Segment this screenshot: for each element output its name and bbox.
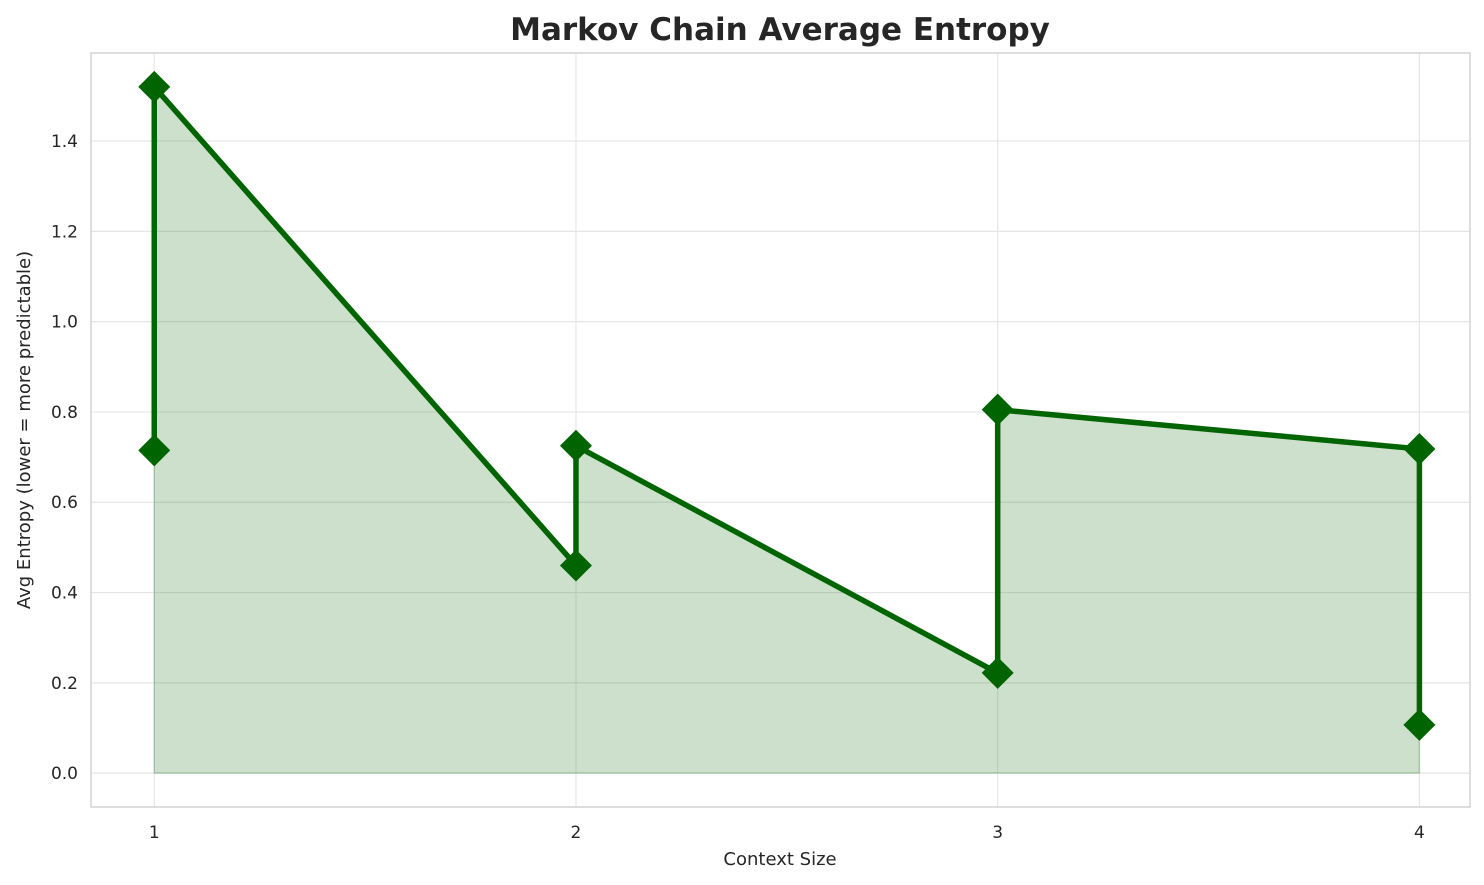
y-axis-ticks: 0.0 0.2 0.4 0.6 0.8 1.0 1.2 1.4 (51, 132, 78, 784)
markers (138, 70, 1436, 741)
data-point-marker (1403, 708, 1436, 741)
y-tick-label: 0.2 (51, 674, 78, 694)
y-tick-label: 1.2 (51, 222, 78, 242)
data-point-marker (559, 549, 592, 582)
x-tick-label: 1 (149, 823, 160, 843)
y-tick-label: 0.4 (51, 584, 78, 604)
data-point-marker (981, 393, 1014, 426)
series-line (151, 84, 1423, 725)
y-tick-label: 0.0 (51, 764, 78, 784)
x-axis-label: Context Size (723, 849, 836, 870)
y-axis-label: Avg Entropy (lower = more predictable) (14, 251, 35, 609)
x-tick-label: 4 (1414, 823, 1425, 843)
data-point-marker (138, 70, 171, 103)
plot-area (90, 52, 1471, 808)
chart-title: Markov Chain Average Entropy (510, 12, 1050, 48)
plot-frame (90, 52, 1471, 808)
y-tick-label: 1.0 (51, 313, 78, 333)
y-tick-label: 0.6 (51, 493, 78, 513)
data-point-marker (559, 429, 592, 462)
area-fill (154, 86, 1420, 774)
y-tick-label: 0.8 (51, 403, 78, 423)
data-point-marker (138, 434, 171, 467)
x-axis-ticks: 1 2 3 4 (149, 823, 1425, 843)
y-tick-label: 1.4 (51, 132, 78, 152)
x-tick-label: 3 (992, 823, 1003, 843)
data-point-marker (1403, 432, 1436, 465)
x-tick-label: 2 (571, 823, 582, 843)
data-point-marker (981, 656, 1014, 689)
